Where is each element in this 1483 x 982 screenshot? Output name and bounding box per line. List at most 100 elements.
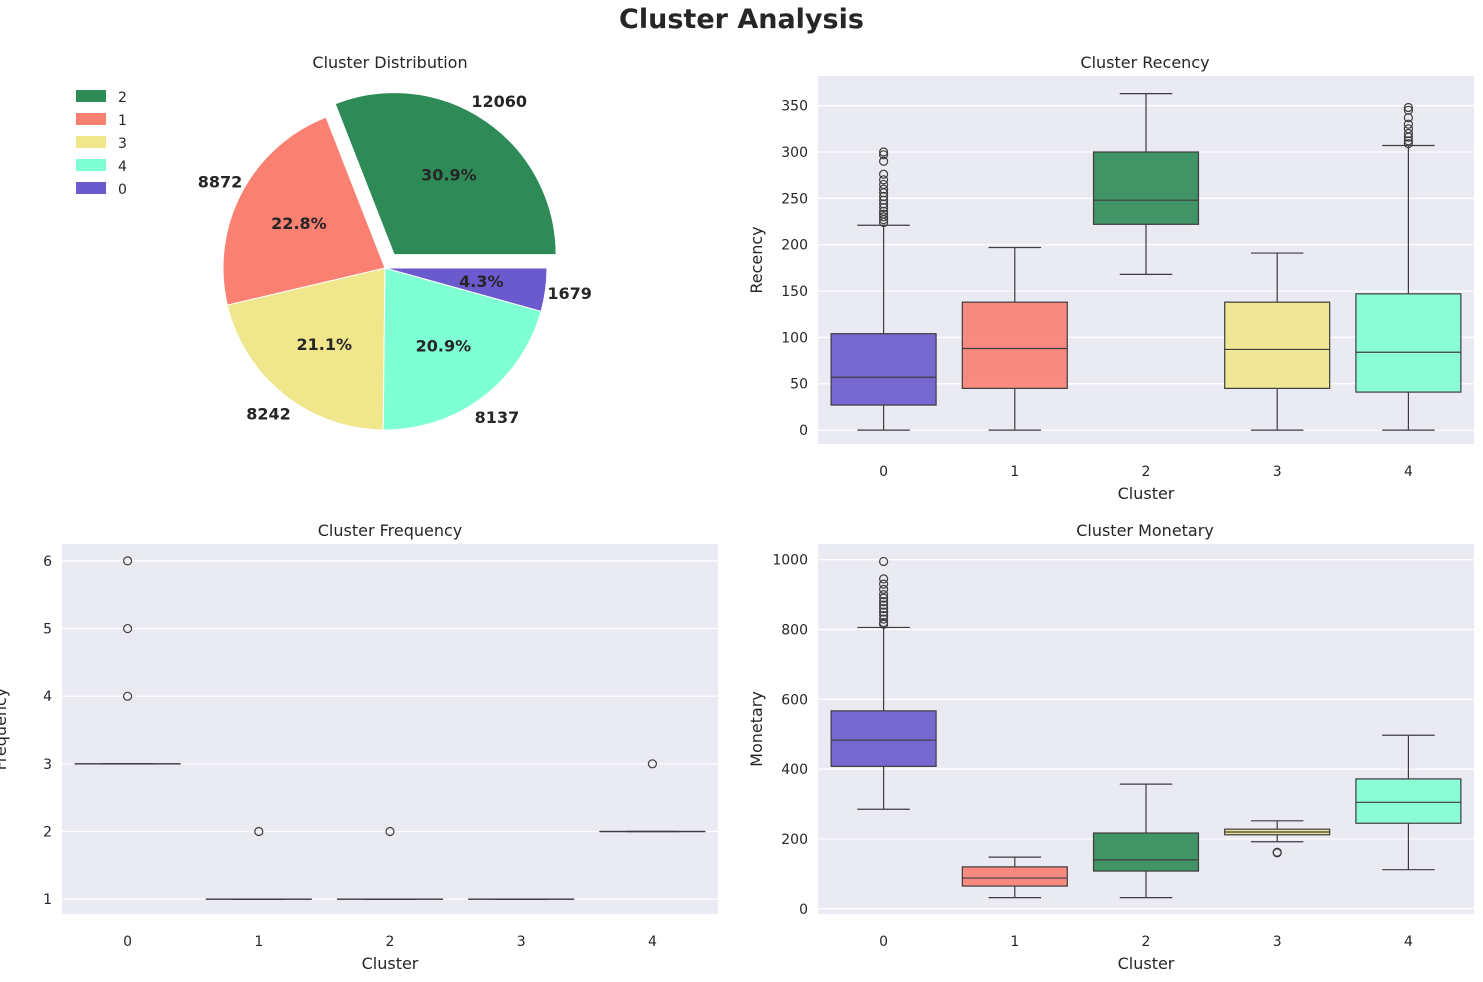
pie-panel-cluster-distribution: Cluster Distribution 12060 30.9% 8872 22.8%… <box>76 53 592 431</box>
box-cluster-1 <box>961 856 1068 899</box>
outlier-point <box>878 610 889 621</box>
legend-swatch-cluster-3 <box>76 136 106 148</box>
box-iqr <box>830 710 937 767</box>
legend-label: 2 <box>118 90 127 106</box>
outlier-point <box>122 556 133 566</box>
pie-slice-cluster-4 <box>382 267 542 431</box>
x-tick-label: 1 <box>1010 934 1019 950</box>
box-cluster-4 <box>599 759 706 833</box>
outlier-point <box>1403 139 1414 149</box>
x-tick-label: 3 <box>1273 464 1282 480</box>
outlier-point <box>878 175 889 185</box>
y-tick-label: 350 <box>781 99 808 115</box>
box-iqr <box>1092 832 1200 872</box>
pie-slice-cluster-2 <box>334 92 557 256</box>
figure-title: Cluster Analysis <box>619 4 864 35</box>
outlier-point <box>878 590 889 600</box>
outlier-point <box>1403 102 1414 113</box>
y-tick-label: 50 <box>790 377 808 393</box>
pie-value-label: 12060 <box>471 92 527 111</box>
y-tick-label: 4 <box>43 689 52 705</box>
y-tick-label: 250 <box>781 191 808 207</box>
legend-label: 1 <box>118 113 127 129</box>
outlier-point <box>878 556 889 567</box>
outlier-point <box>878 617 889 628</box>
box-iqr <box>1355 293 1462 393</box>
box-cluster-2 <box>336 826 444 900</box>
y-tick-label: 150 <box>781 284 808 300</box>
outlier-point <box>878 574 889 584</box>
y-axis-label: Frequency <box>0 688 10 771</box>
y-tick-label: 400 <box>781 762 808 778</box>
outlier-point <box>254 826 264 837</box>
outlier-point <box>878 600 889 610</box>
pie-value-label: 1679 <box>547 284 592 303</box>
x-tick-label: 0 <box>879 464 888 480</box>
outlier-point <box>878 184 889 194</box>
outlier-point <box>878 212 889 222</box>
y-tick-label: 1000 <box>772 553 808 569</box>
outlier-point <box>878 603 889 614</box>
box-cluster-1 <box>961 246 1068 431</box>
outlier-point <box>1403 105 1414 115</box>
recency-title: Cluster Recency <box>1080 53 1209 72</box>
y-tick-label: 6 <box>43 554 52 570</box>
box-cluster-2 <box>1092 93 1200 275</box>
pie-percent-label: 20.9% <box>416 337 472 356</box>
outlier-point <box>878 579 889 589</box>
y-tick-label: 300 <box>781 145 808 161</box>
legend-label: 4 <box>118 159 127 175</box>
x-tick-label: 0 <box>879 934 888 950</box>
legend-label: 3 <box>118 136 127 152</box>
box-cluster-0 <box>74 556 181 765</box>
y-tick-label: 800 <box>781 623 808 639</box>
y-tick-label: 3 <box>43 757 52 773</box>
x-axis-label: Cluster <box>1118 484 1175 503</box>
pie-percent-label: 21.1% <box>296 335 352 354</box>
outlier-point <box>385 826 395 837</box>
box-iqr <box>1224 301 1331 389</box>
box-iqr <box>1092 151 1200 225</box>
outlier-point <box>878 584 889 594</box>
outlier-point <box>878 596 889 607</box>
outlier-point <box>878 179 889 190</box>
y-tick-label: 5 <box>43 622 52 638</box>
pie-percent-label: 4.3% <box>459 272 503 291</box>
box-panel-frequency: Cluster Frequency 1 2 3 4 5 6 0 1 2 3 4 Cluster Freq… <box>0 521 718 973</box>
pie-legend: 2 1 3 4 0 <box>76 90 127 198</box>
pie-slice-cluster-3 <box>226 267 386 431</box>
x-tick-label: 2 <box>1142 464 1151 480</box>
y-tick-label: 0 <box>799 902 808 918</box>
x-tick-label: 4 <box>1404 934 1413 950</box>
plot-area <box>62 544 718 914</box>
outlier-point <box>122 691 133 701</box>
outlier-point <box>878 169 889 179</box>
outlier-point <box>1272 847 1282 857</box>
y-axis-label: Recency <box>747 226 766 293</box>
pie-value-label: 8242 <box>246 404 291 423</box>
box-cluster-0 <box>830 556 937 810</box>
x-tick-label: 2 <box>1142 934 1151 950</box>
outlier-point <box>878 614 889 624</box>
x-axis-label: Cluster <box>362 954 419 973</box>
pie-value-label: 8872 <box>198 172 243 191</box>
box-cluster-1 <box>205 826 312 900</box>
y-tick-label: 200 <box>781 832 808 848</box>
y-tick-label: 100 <box>781 330 808 346</box>
pie-slices: 12060 30.9% 8872 22.8% 8242 21.1% 8137 20.9% 167… <box>198 92 592 431</box>
x-tick-label: 3 <box>517 934 526 950</box>
box-iqr <box>961 866 1068 887</box>
x-tick-label: 2 <box>386 934 395 950</box>
outlier-point <box>1403 119 1414 129</box>
outlier-point <box>122 623 133 634</box>
x-tick-label: 3 <box>1273 934 1282 950</box>
outlier-point <box>878 607 889 617</box>
x-axis-label: Cluster <box>1118 954 1175 973</box>
frequency-title: Cluster Frequency <box>318 521 463 540</box>
legend-label: 0 <box>118 182 127 198</box>
x-tick-label: 4 <box>1404 464 1413 480</box>
pie-value-label: 8137 <box>475 408 520 427</box>
outlier-point <box>878 593 889 603</box>
y-tick-label: 2 <box>43 824 52 840</box>
outlier-point <box>1403 124 1414 134</box>
